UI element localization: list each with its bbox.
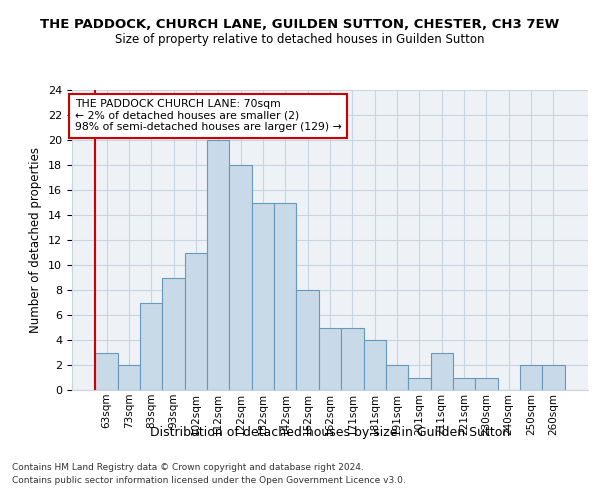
Bar — [185, 252, 207, 390]
Bar — [274, 202, 296, 390]
Bar — [140, 302, 163, 390]
Y-axis label: Number of detached properties: Number of detached properties — [29, 147, 43, 333]
Text: Size of property relative to detached houses in Guilden Sutton: Size of property relative to detached ho… — [115, 32, 485, 46]
Bar — [453, 378, 475, 390]
Text: THE PADDOCK, CHURCH LANE, GUILDEN SUTTON, CHESTER, CH3 7EW: THE PADDOCK, CHURCH LANE, GUILDEN SUTTON… — [40, 18, 560, 30]
Bar — [542, 365, 565, 390]
Bar — [341, 328, 364, 390]
Bar — [95, 352, 118, 390]
Bar — [408, 378, 431, 390]
Bar — [229, 165, 252, 390]
Bar — [163, 278, 185, 390]
Bar — [207, 140, 229, 390]
Bar — [252, 202, 274, 390]
Text: THE PADDOCK CHURCH LANE: 70sqm
← 2% of detached houses are smaller (2)
98% of se: THE PADDOCK CHURCH LANE: 70sqm ← 2% of d… — [74, 99, 341, 132]
Text: Contains HM Land Registry data © Crown copyright and database right 2024.: Contains HM Land Registry data © Crown c… — [12, 464, 364, 472]
Bar — [118, 365, 140, 390]
Bar — [319, 328, 341, 390]
Bar — [475, 378, 497, 390]
Bar — [364, 340, 386, 390]
Text: Distribution of detached houses by size in Guilden Sutton: Distribution of detached houses by size … — [150, 426, 510, 439]
Bar — [386, 365, 408, 390]
Bar — [296, 290, 319, 390]
Text: Contains public sector information licensed under the Open Government Licence v3: Contains public sector information licen… — [12, 476, 406, 485]
Bar — [520, 365, 542, 390]
Bar — [431, 352, 453, 390]
